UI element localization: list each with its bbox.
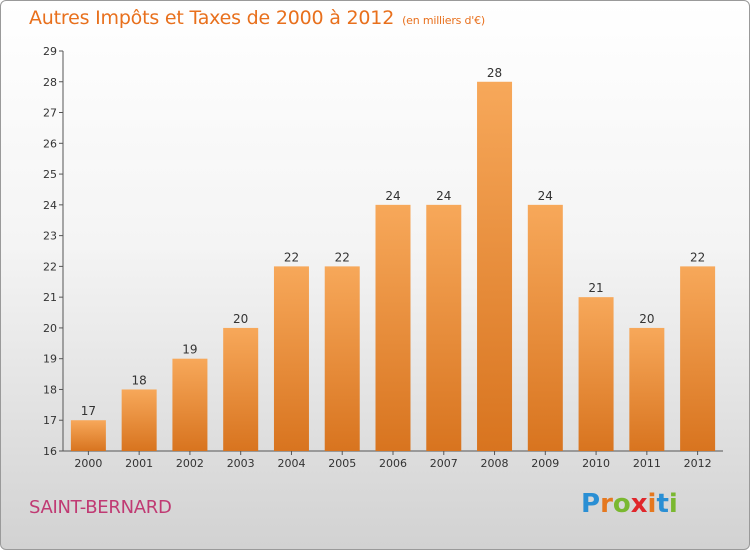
bar-2005	[324, 266, 360, 451]
proxiti-logo[interactable]: Proxiti	[581, 489, 678, 519]
data-label-2004: 22	[284, 250, 299, 264]
bar-2001	[121, 389, 157, 451]
y-tick-label: 17	[43, 414, 57, 427]
bar-2007	[426, 204, 462, 451]
chart-title: Autres Impôts et Taxes de 2000 à 2012 (en…	[29, 7, 485, 29]
y-tick-label: 21	[43, 291, 57, 304]
y-tick-label: 22	[43, 260, 57, 273]
y-tick-label: 24	[43, 199, 57, 212]
bar-2010	[578, 297, 614, 451]
x-tick-label-2002: 2002	[176, 457, 204, 470]
y-tick-label: 19	[43, 353, 57, 366]
x-tick-label-2004: 2004	[277, 457, 305, 470]
logo-letter: o	[612, 489, 631, 519]
data-label-2002: 19	[182, 343, 197, 357]
bar-2009	[527, 204, 563, 451]
bar-2003	[223, 327, 259, 451]
x-tick-label-2005: 2005	[328, 457, 356, 470]
x-tick-label-2001: 2001	[125, 457, 153, 470]
x-tick-label-2003: 2003	[227, 457, 255, 470]
y-tick-label: 18	[43, 383, 57, 396]
data-label-2006: 24	[385, 189, 400, 203]
y-tick-label: 29	[43, 45, 57, 58]
y-tick-label: 27	[43, 107, 57, 120]
data-label-2011: 20	[639, 312, 654, 326]
data-label-2007: 24	[436, 189, 451, 203]
x-tick-label-2012: 2012	[684, 457, 712, 470]
bar-2006	[375, 204, 411, 451]
bar-2000	[70, 420, 106, 451]
bar-2004	[273, 266, 309, 451]
bar-2012	[680, 266, 716, 451]
y-tick-label: 28	[43, 76, 57, 89]
x-tick-label-2010: 2010	[582, 457, 610, 470]
y-tick-label: 20	[43, 322, 57, 335]
data-label-2009: 24	[538, 189, 553, 203]
logo-letter: t	[656, 489, 669, 519]
y-tick-label: 25	[43, 168, 57, 181]
unit-note: (en milliers d'€)	[402, 14, 485, 27]
data-label-2003: 20	[233, 312, 248, 326]
bar-2008	[477, 81, 513, 452]
logo-letter: x	[630, 489, 648, 519]
x-tick-label-2009: 2009	[531, 457, 559, 470]
place-name: SAINT-BERNARD	[29, 497, 172, 518]
data-label-2012: 22	[690, 250, 705, 264]
y-tick-label: 23	[43, 230, 57, 243]
y-tick-label: 26	[43, 137, 57, 150]
logo-letter: i	[647, 489, 657, 519]
x-tick-label-2008: 2008	[481, 457, 509, 470]
y-tick-label: 16	[43, 445, 57, 458]
data-label-2008: 28	[487, 66, 502, 80]
bar-2002	[172, 358, 208, 451]
data-label-2000: 17	[81, 404, 96, 418]
bar-2011	[629, 327, 665, 451]
data-label-2010: 21	[588, 281, 603, 295]
x-tick-label-2011: 2011	[633, 457, 661, 470]
logo-letter: P	[581, 489, 601, 519]
data-label-2005: 22	[335, 250, 350, 264]
logo-letter: i	[668, 489, 678, 519]
title-text: Autres Impôts et Taxes de 2000 à 2012	[29, 7, 395, 29]
logo-letter: r	[600, 489, 613, 519]
x-tick-label-2006: 2006	[379, 457, 407, 470]
x-tick-label-2000: 2000	[74, 457, 102, 470]
data-label-2001: 18	[132, 373, 147, 387]
x-tick-label-2007: 2007	[430, 457, 458, 470]
